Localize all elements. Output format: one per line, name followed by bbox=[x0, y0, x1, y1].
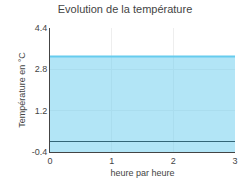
svg-text:-0.4: -0.4 bbox=[32, 147, 48, 157]
svg-text:Evolution de la température: Evolution de la température bbox=[58, 3, 193, 15]
svg-text:0: 0 bbox=[47, 156, 52, 166]
svg-text:heure par heure: heure par heure bbox=[110, 168, 174, 178]
svg-text:1.2: 1.2 bbox=[35, 106, 48, 116]
svg-text:Température en °C: Température en °C bbox=[17, 52, 27, 128]
svg-text:3: 3 bbox=[232, 156, 237, 166]
svg-text:2: 2 bbox=[171, 156, 176, 166]
svg-text:4.4: 4.4 bbox=[35, 23, 48, 33]
svg-text:1: 1 bbox=[109, 156, 114, 166]
svg-text:2.8: 2.8 bbox=[35, 64, 48, 74]
